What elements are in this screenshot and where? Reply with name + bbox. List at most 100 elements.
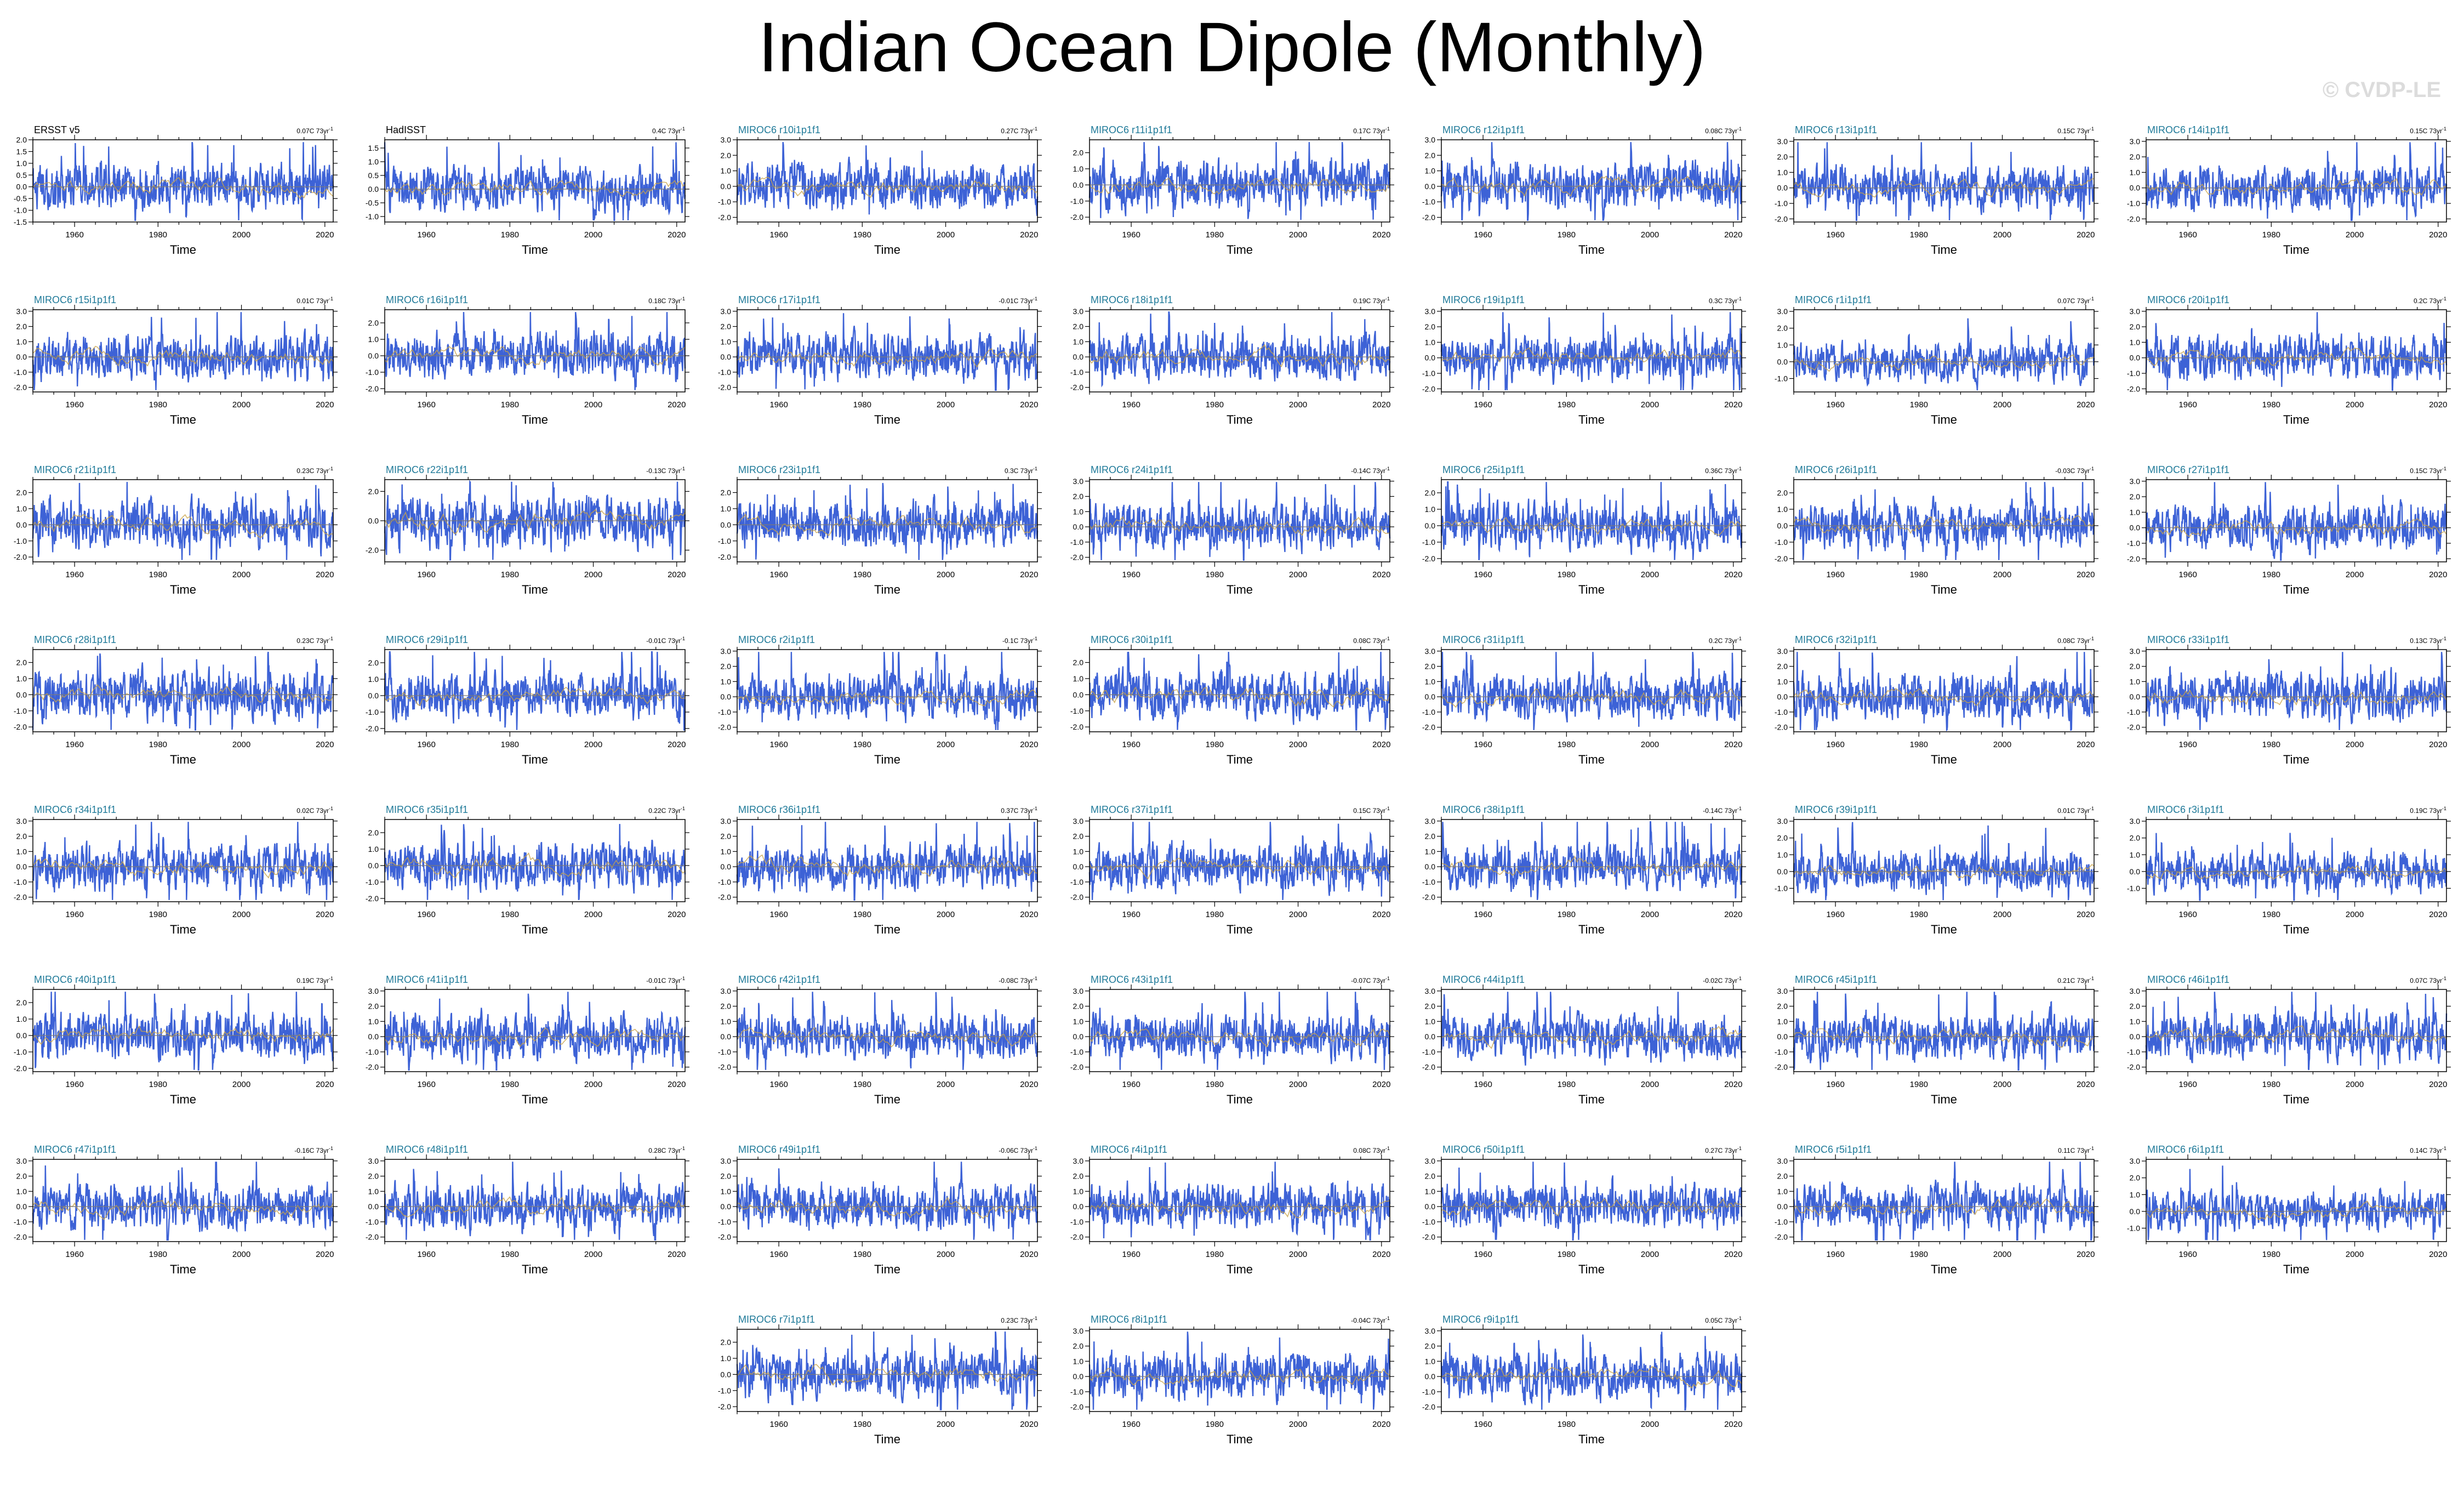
trend-unit: C 73yr — [1014, 1317, 1033, 1324]
x-tick-label: 2020 — [2429, 570, 2447, 579]
y-tick-label: -1.0 — [718, 1048, 731, 1056]
trend-unit: C 73yr — [2423, 807, 2442, 815]
panel-title: MIROC6 r37i1p1f1 — [1091, 804, 1173, 815]
panel: MIROC6 r4i1p1f1 0.08C 73yr-1 3.0 2.0 1.0 0.0 -… — [1070, 1144, 1394, 1276]
running-mean — [384, 852, 686, 879]
running-mean — [737, 1364, 1038, 1386]
panel: MIROC6 r37i1p1f1 0.15C 73yr-1 3.0 2.0 1.0 0.0… — [1070, 804, 1394, 936]
trend-value: 0.11 — [2058, 1147, 2071, 1154]
panel-title: MIROC6 r43i1p1f1 — [1091, 974, 1173, 985]
y-tick-label: 0.0 — [368, 861, 379, 870]
panel-trend: 0.37C 73yr-1 — [1001, 806, 1037, 815]
page-title: Indian Ocean Dipole (Monthly) — [758, 8, 1706, 87]
trend-unit: C 73yr — [1014, 1147, 1033, 1154]
y-tick-label: 1.0 — [721, 677, 732, 686]
panel: MIROC6 r38i1p1f1 -0.14C 73yr-1 3.0 2.0 1.0 0.… — [1422, 804, 1746, 936]
x-tick-label: 1960 — [1826, 570, 1844, 579]
x-tick-label: 2020 — [2077, 230, 2095, 240]
trend-exponent: -1 — [2442, 806, 2446, 811]
running-mean — [737, 1027, 1038, 1048]
panel-title: MIROC6 r3i1p1f1 — [2147, 804, 2224, 815]
y-tick-label: 0.0 — [1777, 357, 1788, 366]
plot-frame — [1441, 989, 1742, 1072]
y-tick-label: 0.0 — [368, 1032, 379, 1041]
x-tick-label: 2020 — [2077, 740, 2095, 749]
x-tick-label: 1980 — [1558, 1250, 1576, 1259]
panel-trend: -0.04C 73yr-1 — [1351, 1316, 1390, 1324]
plot-frame — [2146, 479, 2447, 562]
trend-exponent: -1 — [1385, 976, 1390, 981]
panel: MIROC6 r12i1p1f1 0.08C 73yr-1 3.0 2.0 1.0 0.0… — [1422, 124, 1746, 257]
x-axis-label: Time — [170, 1092, 196, 1106]
x-tick-label: 2020 — [1020, 910, 1038, 919]
y-tick-label: 2.0 — [1777, 324, 1788, 333]
x-axis-label: Time — [1578, 1262, 1605, 1276]
trend-value: 0.19 — [1353, 297, 1366, 305]
trend-value: 0.08 — [1353, 1147, 1366, 1154]
trend-value: 0.3 — [1709, 297, 1718, 305]
trend-exponent: -1 — [1737, 636, 1742, 641]
panel-trend: 0.07C 73yr-1 — [2057, 296, 2094, 305]
trend-value: 0.15 — [1353, 807, 1366, 815]
x-tick-label: 1960 — [65, 400, 83, 409]
panel-trend: -0.14C 73yr-1 — [1351, 466, 1390, 475]
y-tick-label: 2.0 — [1073, 149, 1084, 157]
running-mean — [737, 513, 1038, 537]
y-tick-label: -1.0 — [1775, 538, 1788, 547]
running-mean — [1441, 516, 1742, 537]
trend-exponent: -1 — [329, 466, 333, 471]
x-axis-label: Time — [2283, 923, 2309, 936]
x-axis-label: Time — [170, 923, 196, 936]
y-tick-label: 2.0 — [1425, 1172, 1436, 1181]
y-tick-label: -1.0 — [718, 537, 731, 545]
y-tick-label: 3.0 — [1425, 647, 1436, 656]
y-tick-label: 2.0 — [1777, 1172, 1788, 1181]
plot-frame — [32, 309, 334, 392]
trend-value: 0.08 — [1353, 637, 1366, 645]
panel-title: MIROC6 r46i1p1f1 — [2147, 974, 2229, 985]
y-tick-label: 2.0 — [2130, 834, 2141, 843]
anomaly-series — [2145, 482, 2448, 561]
y-tick-label: -1.0 — [2127, 884, 2140, 893]
trend-value: 0.08 — [2057, 637, 2071, 645]
panel-trend: 0.02C 73yr-1 — [296, 806, 333, 815]
plot-frame — [1089, 1159, 1390, 1242]
trend-unit: C 73yr — [2423, 127, 2442, 135]
panel: MIROC6 r39i1p1f1 0.01C 73yr-1 3.0 2.0 1.0 0.0… — [1775, 804, 2098, 936]
trend-value: 0.19 — [296, 977, 310, 984]
trend-value: 0.27 — [1705, 1147, 1718, 1154]
y-tick-label: -1.0 — [14, 1217, 27, 1226]
panel-title: MIROC6 r16i1p1f1 — [386, 294, 468, 305]
plot-frame — [1441, 479, 1742, 562]
x-tick-label: 1980 — [1910, 570, 1928, 579]
x-axis-label: Time — [874, 413, 900, 426]
x-tick-label: 2020 — [668, 1080, 686, 1089]
trend-unit: C 73yr — [1718, 977, 1737, 984]
panel-title: MIROC6 r8i1p1f1 — [1091, 1314, 1167, 1325]
plot-frame — [1441, 819, 1742, 902]
x-tick-label: 2020 — [1372, 740, 1390, 749]
trend-unit: C 73yr — [310, 297, 329, 305]
y-tick-label: 2.0 — [1073, 658, 1084, 667]
x-tick-label: 1960 — [2178, 570, 2197, 579]
trend-unit: C 73yr — [661, 467, 681, 475]
y-tick-label: 1.0 — [16, 159, 27, 168]
trend-value: 0.23 — [296, 467, 310, 475]
y-tick-label: 0.0 — [1073, 1372, 1084, 1381]
x-tick-label: 1960 — [769, 740, 788, 749]
y-tick-label: 2.0 — [2130, 322, 2141, 331]
panel-trend: 0.4C 73yr-1 — [652, 126, 685, 135]
anomaly-series — [736, 1331, 1038, 1410]
y-tick-label: -2.0 — [1070, 213, 1083, 221]
y-tick-label: 2.0 — [721, 662, 732, 671]
x-tick-label: 2000 — [584, 910, 602, 919]
x-tick-label: 2000 — [1641, 230, 1659, 240]
y-tick-label: -2.0 — [2127, 723, 2140, 732]
trend-unit: C 73yr — [1718, 467, 1737, 475]
panel-title: MIROC6 r14i1p1f1 — [2147, 124, 2229, 135]
y-tick-label: 1.0 — [368, 845, 379, 853]
y-tick-label: 0.0 — [2130, 354, 2141, 362]
trend-value: -0.04 — [1351, 1317, 1366, 1324]
x-tick-label: 1960 — [65, 230, 83, 240]
anomaly-series — [1088, 1331, 1391, 1410]
